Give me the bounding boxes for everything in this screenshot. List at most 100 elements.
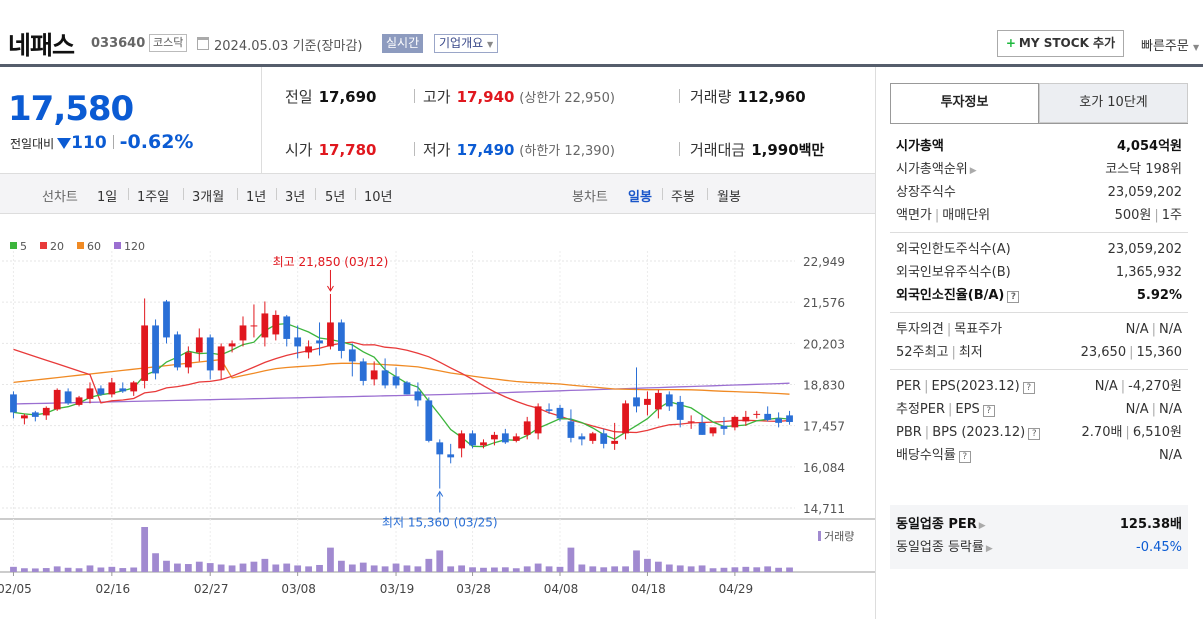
- tab-orderbook-10[interactable]: 호가 10단계: [1039, 83, 1188, 123]
- x-tick-label: 02/27: [194, 582, 229, 596]
- volume-bar: [764, 566, 772, 572]
- period-3m[interactable]: 3개월: [192, 190, 225, 205]
- info-row-foreign-ratio: 외국인소진율(B/A)? 5.92%: [890, 284, 1188, 307]
- chevron-right-icon: ▶: [969, 166, 977, 176]
- industry-box: 동일업종 PER ▶ 125.38배 동일업종 등락률 ▶ -0.45%: [890, 505, 1188, 569]
- period-10y[interactable]: 10년: [364, 190, 393, 205]
- y-tick-label: 17,457: [803, 420, 845, 434]
- candle-body: [108, 382, 116, 395]
- industry-per-value: 125.38배: [1119, 517, 1182, 532]
- help-icon[interactable]: ?: [1022, 382, 1035, 394]
- realtime-button[interactable]: 실시간: [382, 34, 424, 53]
- stock-chart[interactable]: 22,949 21,576 20,203 18,830 17,457 16,084 14,7…: [0, 214, 875, 619]
- tab-investment-info[interactable]: 투자정보: [890, 83, 1039, 123]
- volume-bar: [425, 558, 433, 572]
- x-tick-label: 03/08: [281, 582, 316, 596]
- rank-value: 코스닥 198위: [1105, 162, 1182, 177]
- info-row-par: 액면가 | 매매단위 500원 | 1주: [890, 204, 1188, 227]
- foreign-ratio-label-text: 외국인소진율(B/A): [896, 288, 1005, 303]
- add-mystock-button[interactable]: + MY STOCK 추가: [997, 30, 1124, 57]
- foreign-limit-label: 외국인한도주식수(A): [896, 242, 1011, 257]
- opinion-label: 투자의견: [896, 322, 944, 337]
- volume-bar: [469, 567, 476, 572]
- change-separator: [112, 135, 114, 149]
- est-eps-value: N/A: [1159, 402, 1182, 417]
- industry-change-label[interactable]: 동일업종 등락률 ▶: [896, 536, 993, 561]
- candle-body: [731, 416, 739, 428]
- volume-bar: [731, 567, 739, 572]
- ma20-line: [13, 341, 790, 434]
- volume-bar: [152, 553, 159, 572]
- volume-bar: [534, 563, 542, 572]
- volume-bar: [21, 568, 28, 572]
- x-tick-label: 03/19: [380, 582, 415, 596]
- volume-bar: [130, 567, 138, 572]
- volume-bar: [174, 563, 181, 572]
- volume-bar: [545, 566, 553, 572]
- candle-body: [53, 389, 61, 410]
- company-overview-button[interactable]: 기업개요 ▼: [434, 34, 499, 53]
- open-price: 시가 17,780: [285, 139, 377, 160]
- x-tick-label: 04/08: [544, 582, 579, 596]
- help-icon[interactable]: ?: [1007, 291, 1020, 303]
- company-overview-label: 기업개요: [439, 36, 484, 50]
- candle-body: [327, 322, 334, 347]
- info-row-per: PER | EPS(2023.12)? N/A | -4,270원: [890, 375, 1188, 398]
- candle-body: [217, 346, 225, 371]
- open-value: 17,780: [318, 141, 377, 159]
- x-tick-label: 03/28: [456, 582, 491, 596]
- volume-bar: [64, 567, 72, 572]
- prev-close-label: 전일: [285, 88, 313, 106]
- period-1y[interactable]: 1년: [246, 190, 267, 205]
- help-icon[interactable]: ?: [982, 405, 995, 417]
- volume-bar: [316, 564, 323, 572]
- eps-value: -4,270원: [1128, 379, 1182, 394]
- high-label: 고가: [423, 88, 451, 106]
- target-value: N/A: [1159, 322, 1182, 337]
- period-divider: [662, 188, 663, 200]
- volume-bar: [163, 560, 170, 572]
- quick-order-button[interactable]: 빠른주문 ▼: [1141, 35, 1199, 54]
- rank-label-text: 시가총액순위: [896, 162, 968, 177]
- current-price: 17,580: [8, 89, 134, 129]
- volume-bar: [676, 565, 684, 572]
- volume-bar: [654, 561, 662, 572]
- candle-chart-label: 봉차트: [572, 190, 608, 205]
- line-chart-label: 선차트: [42, 190, 78, 205]
- period-1w[interactable]: 1주일: [137, 190, 170, 205]
- period-monthly[interactable]: 월봉: [717, 190, 741, 205]
- period-weekly[interactable]: 주봉: [671, 190, 695, 205]
- candle-body: [174, 334, 181, 368]
- volume-bar: [600, 567, 608, 572]
- candle-body: [698, 422, 706, 435]
- help-icon[interactable]: ?: [1028, 428, 1041, 440]
- industry-per-label[interactable]: 동일업종 PER ▶: [896, 513, 986, 538]
- volume-bar: [611, 566, 619, 572]
- period-1d[interactable]: 1일: [97, 190, 118, 205]
- candle-body: [742, 416, 750, 422]
- quick-order-label: 빠른주문: [1141, 39, 1189, 54]
- period-5y[interactable]: 5년: [325, 190, 346, 205]
- section-divider: [890, 232, 1188, 233]
- plus-icon: +: [1005, 36, 1016, 50]
- industry-change-value: -0.45%: [1136, 540, 1182, 555]
- volume-bar: [348, 564, 356, 572]
- period-divider: [237, 188, 238, 200]
- chart-labels: 22,949 21,576 20,203 18,830 17,457 16,084 14,7…: [0, 240, 854, 596]
- volume-bar: [523, 566, 531, 572]
- period-3y[interactable]: 3년: [285, 190, 306, 205]
- period-daily[interactable]: 일봉: [628, 190, 652, 205]
- volume-bar: [753, 567, 761, 572]
- info-row-industry-per: 동일업종 PER ▶ 125.38배: [890, 513, 1188, 536]
- volume-bar: [578, 564, 586, 572]
- industry-change-label-text: 동일업종 등락률: [896, 540, 984, 555]
- calendar-icon: [197, 37, 209, 50]
- rank-label[interactable]: 시가총액순위 ▶: [896, 158, 977, 183]
- candle-body: [589, 433, 597, 441]
- volume-bar: [436, 550, 444, 572]
- period-divider: [276, 188, 277, 200]
- help-icon[interactable]: ?: [958, 451, 971, 463]
- period-divider: [315, 188, 316, 200]
- period-divider: [128, 188, 129, 200]
- candle-body: [633, 397, 640, 407]
